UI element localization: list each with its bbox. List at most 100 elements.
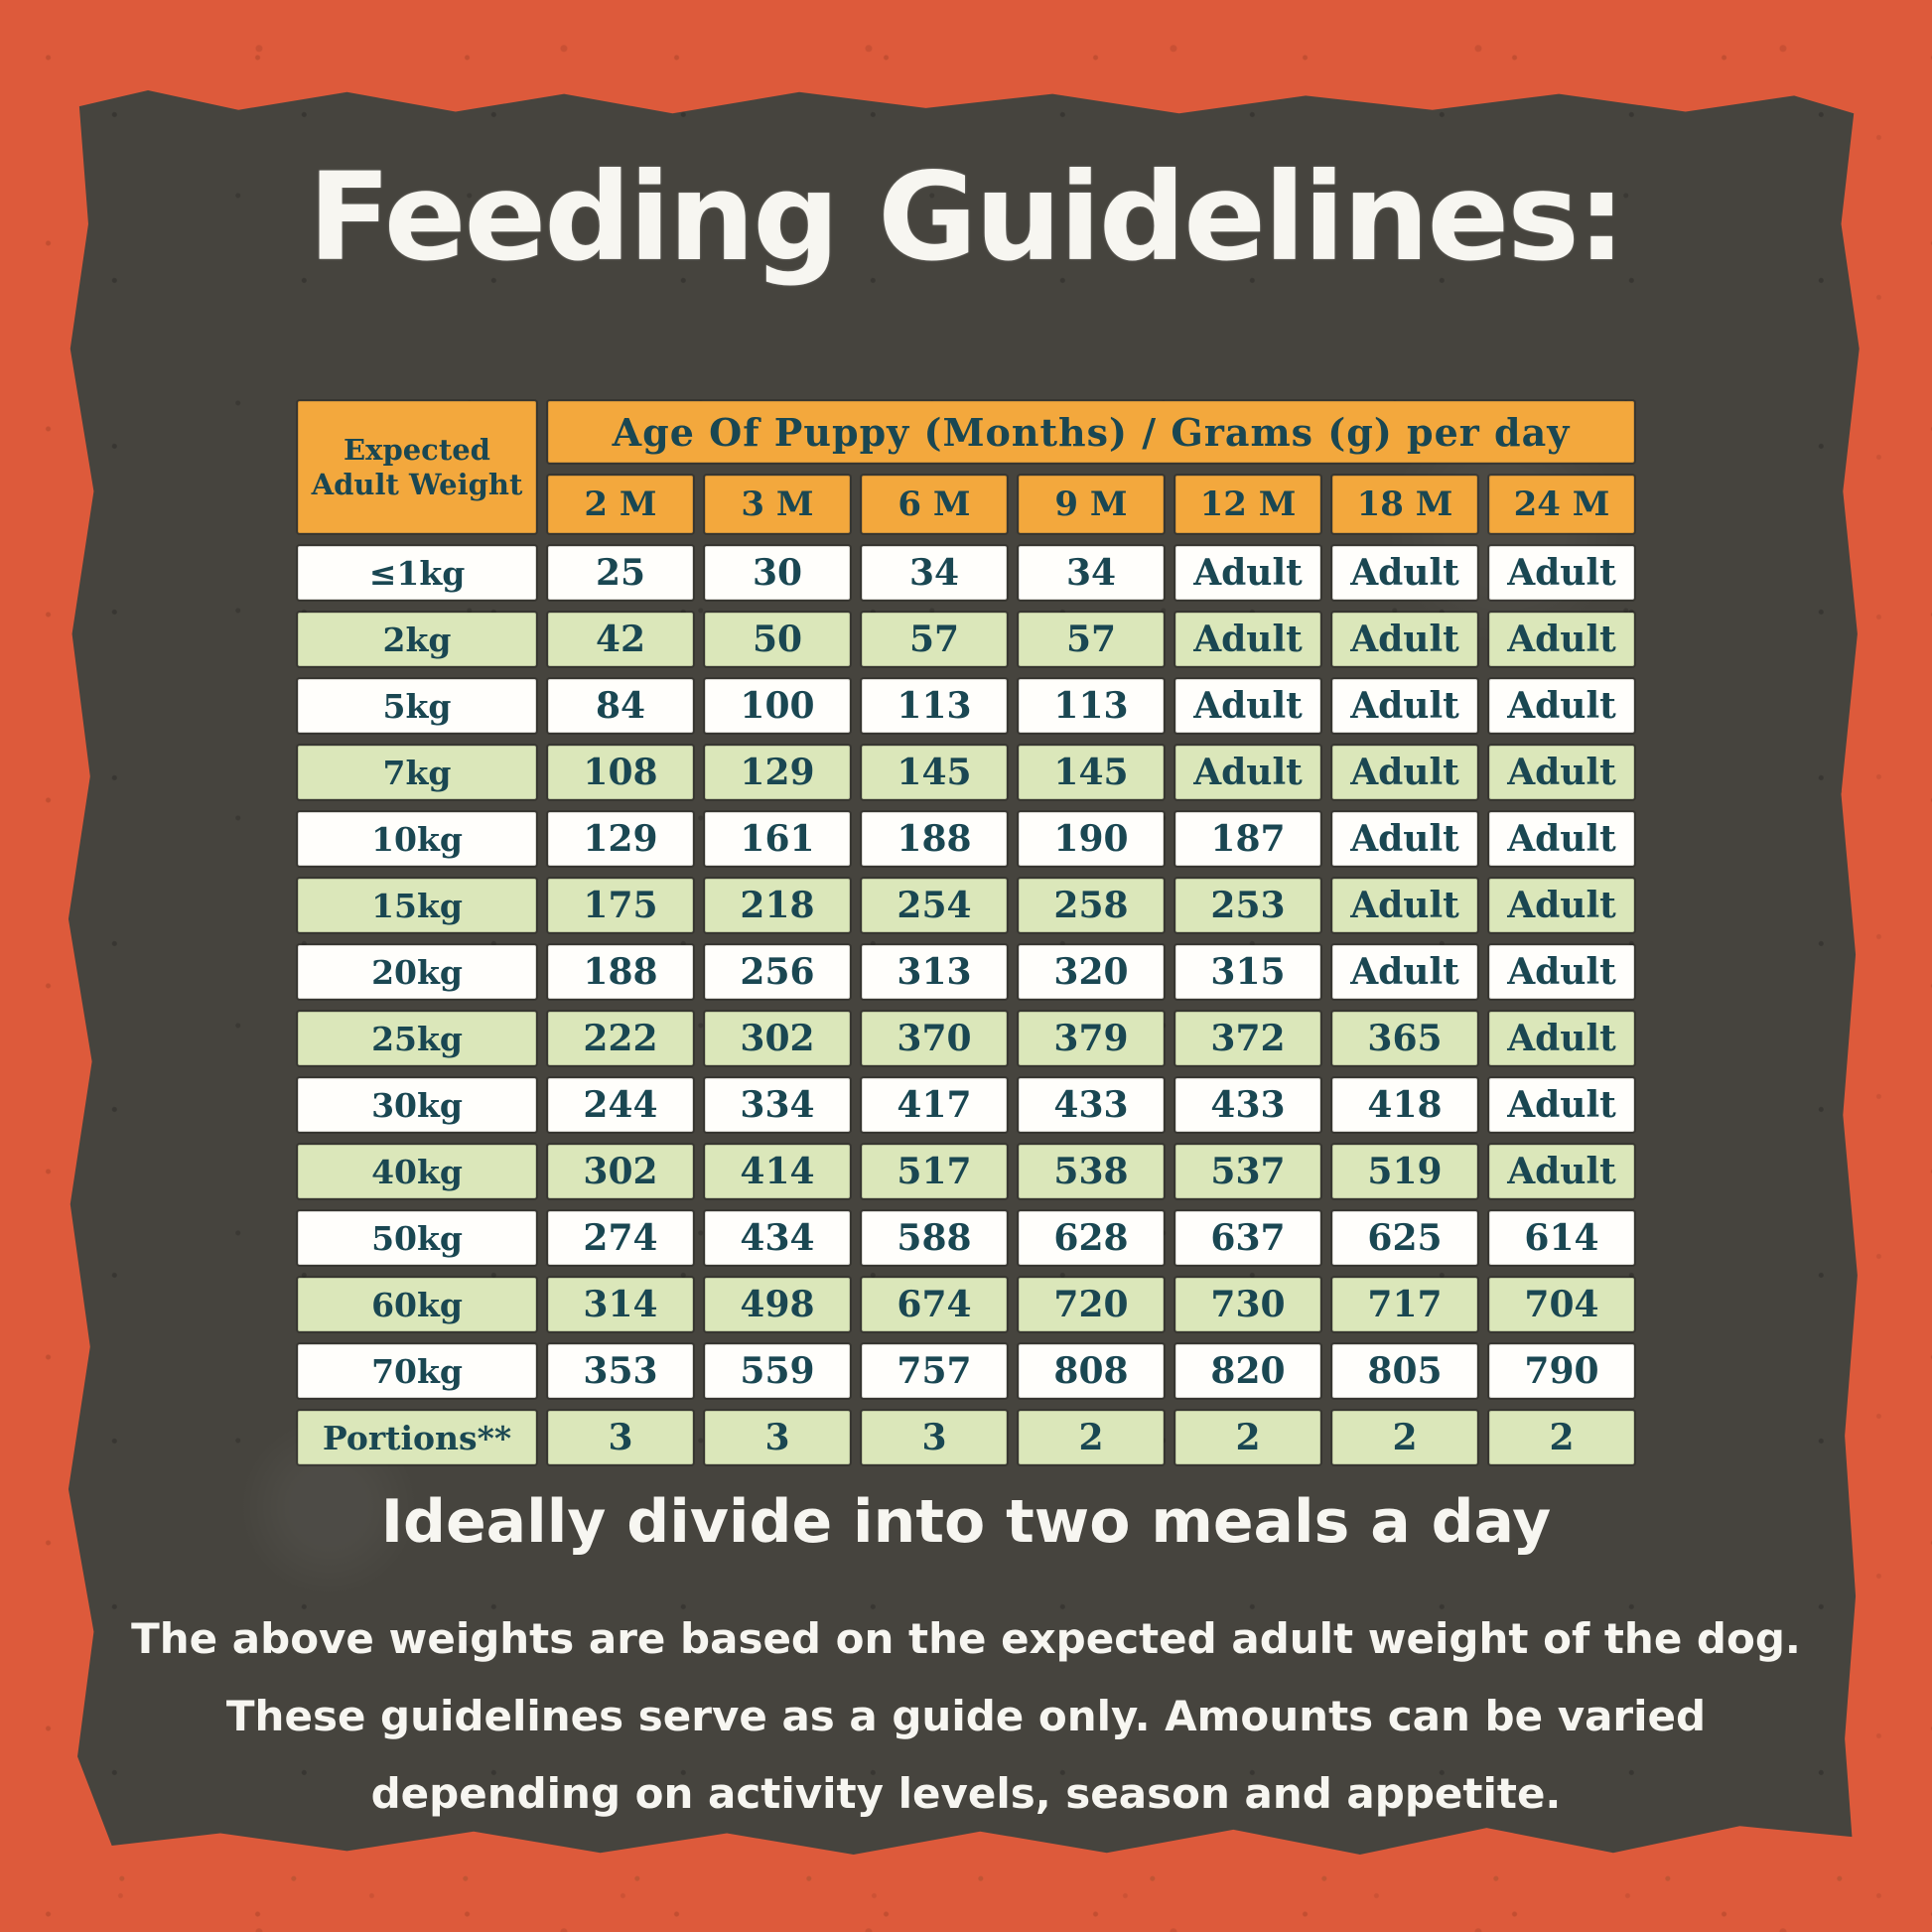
- value-cell: 222: [548, 1012, 693, 1065]
- weight-cell: Portions**: [298, 1411, 536, 1464]
- age-column-header: 18 M: [1332, 476, 1477, 533]
- value-cell: 314: [548, 1278, 693, 1331]
- value-cell: 720: [1019, 1278, 1164, 1331]
- footnote-line: depending on activity levels, season and…: [370, 1769, 1562, 1818]
- value-cell: 559: [705, 1344, 850, 1398]
- value-cell: Adult: [1175, 613, 1320, 666]
- value-cell: 320: [1019, 945, 1164, 999]
- weight-cell: 50kg: [298, 1211, 536, 1265]
- value-cell: 414: [705, 1145, 850, 1198]
- age-column-header: 9 M: [1019, 476, 1164, 533]
- weight-cell: 20kg: [298, 945, 536, 999]
- value-cell: 100: [705, 679, 850, 733]
- value-cell: Adult: [1489, 613, 1634, 666]
- value-cell: 3: [705, 1411, 850, 1464]
- value-cell: 417: [862, 1078, 1007, 1132]
- value-cell: Adult: [1489, 1012, 1634, 1065]
- value-cell: 372: [1175, 1012, 1320, 1065]
- weight-cell: 2kg: [298, 613, 536, 666]
- value-cell: 517: [862, 1145, 1007, 1198]
- value-cell: 313: [862, 945, 1007, 999]
- value-cell: 253: [1175, 879, 1320, 932]
- value-cell: 674: [862, 1278, 1007, 1331]
- value-cell: Adult: [1489, 1145, 1634, 1198]
- value-cell: 614: [1489, 1211, 1634, 1265]
- value-cell: 370: [862, 1012, 1007, 1065]
- value-cell: 274: [548, 1211, 693, 1265]
- value-cell: 256: [705, 945, 850, 999]
- value-cell: 434: [705, 1211, 850, 1265]
- value-cell: 2: [1489, 1411, 1634, 1464]
- value-cell: 188: [548, 945, 693, 999]
- value-cell: 379: [1019, 1012, 1164, 1065]
- value-cell: 188: [862, 812, 1007, 866]
- age-grams-span-header: Age Of Puppy (Months) / Grams (g) per da…: [548, 401, 1634, 463]
- value-cell: 108: [548, 746, 693, 799]
- value-cell: 34: [1019, 546, 1164, 600]
- weight-cell: 10kg: [298, 812, 536, 866]
- value-cell: 353: [548, 1344, 693, 1398]
- weight-cell: 70kg: [298, 1344, 536, 1398]
- value-cell: 34: [862, 546, 1007, 600]
- value-cell: Adult: [1332, 613, 1477, 666]
- weight-cell: ≤1kg: [298, 546, 536, 600]
- value-cell: 254: [862, 879, 1007, 932]
- value-cell: 145: [862, 746, 1007, 799]
- value-cell: 790: [1489, 1344, 1634, 1398]
- value-cell: Adult: [1489, 1078, 1634, 1132]
- value-cell: 588: [862, 1211, 1007, 1265]
- value-cell: 757: [862, 1344, 1007, 1398]
- value-cell: 433: [1175, 1078, 1320, 1132]
- weight-cell: 7kg: [298, 746, 536, 799]
- value-cell: 302: [705, 1012, 850, 1065]
- value-cell: 519: [1332, 1145, 1477, 1198]
- value-cell: 50: [705, 613, 850, 666]
- value-cell: Adult: [1489, 879, 1634, 932]
- value-cell: 129: [548, 812, 693, 866]
- value-cell: Adult: [1489, 945, 1634, 999]
- value-cell: 84: [548, 679, 693, 733]
- value-cell: 365: [1332, 1012, 1477, 1065]
- weight-cell: 5kg: [298, 679, 536, 733]
- value-cell: 258: [1019, 879, 1164, 932]
- feeding-table: Expected Adult Weight Age Of Puppy (Mont…: [298, 401, 1634, 1464]
- value-cell: Adult: [1175, 679, 1320, 733]
- weight-cell: 25kg: [298, 1012, 536, 1065]
- age-column-header: 12 M: [1175, 476, 1320, 533]
- value-cell: 808: [1019, 1344, 1164, 1398]
- value-cell: 418: [1332, 1078, 1477, 1132]
- value-cell: 129: [705, 746, 850, 799]
- value-cell: Adult: [1489, 679, 1634, 733]
- footnote-paragraph: The above weights are based on the expec…: [0, 1600, 1932, 1833]
- value-cell: 498: [705, 1278, 850, 1331]
- weight-cell: 15kg: [298, 879, 536, 932]
- footnote-line: These guidelines serve as a guide only. …: [225, 1692, 1707, 1740]
- value-cell: 187: [1175, 812, 1320, 866]
- value-cell: 218: [705, 879, 850, 932]
- value-cell: 57: [862, 613, 1007, 666]
- value-cell: 538: [1019, 1145, 1164, 1198]
- value-cell: 2: [1175, 1411, 1320, 1464]
- value-cell: 637: [1175, 1211, 1320, 1265]
- value-cell: 537: [1175, 1145, 1320, 1198]
- corner-header-expected-adult-weight: Expected Adult Weight: [298, 401, 536, 533]
- subtitle-two-meals: Ideally divide into two meals a day: [380, 1487, 1552, 1557]
- value-cell: Adult: [1489, 746, 1634, 799]
- value-cell: 2: [1332, 1411, 1477, 1464]
- value-cell: 30: [705, 546, 850, 600]
- value-cell: 628: [1019, 1211, 1164, 1265]
- value-cell: Adult: [1489, 812, 1634, 866]
- value-cell: 334: [705, 1078, 850, 1132]
- value-cell: 190: [1019, 812, 1164, 866]
- value-cell: 717: [1332, 1278, 1477, 1331]
- value-cell: 820: [1175, 1344, 1320, 1398]
- weight-cell: 30kg: [298, 1078, 536, 1132]
- value-cell: 302: [548, 1145, 693, 1198]
- value-cell: Adult: [1332, 679, 1477, 733]
- age-column-header: 6 M: [862, 476, 1007, 533]
- value-cell: 805: [1332, 1344, 1477, 1398]
- weight-cell: 60kg: [298, 1278, 536, 1331]
- value-cell: 3: [548, 1411, 693, 1464]
- value-cell: 161: [705, 812, 850, 866]
